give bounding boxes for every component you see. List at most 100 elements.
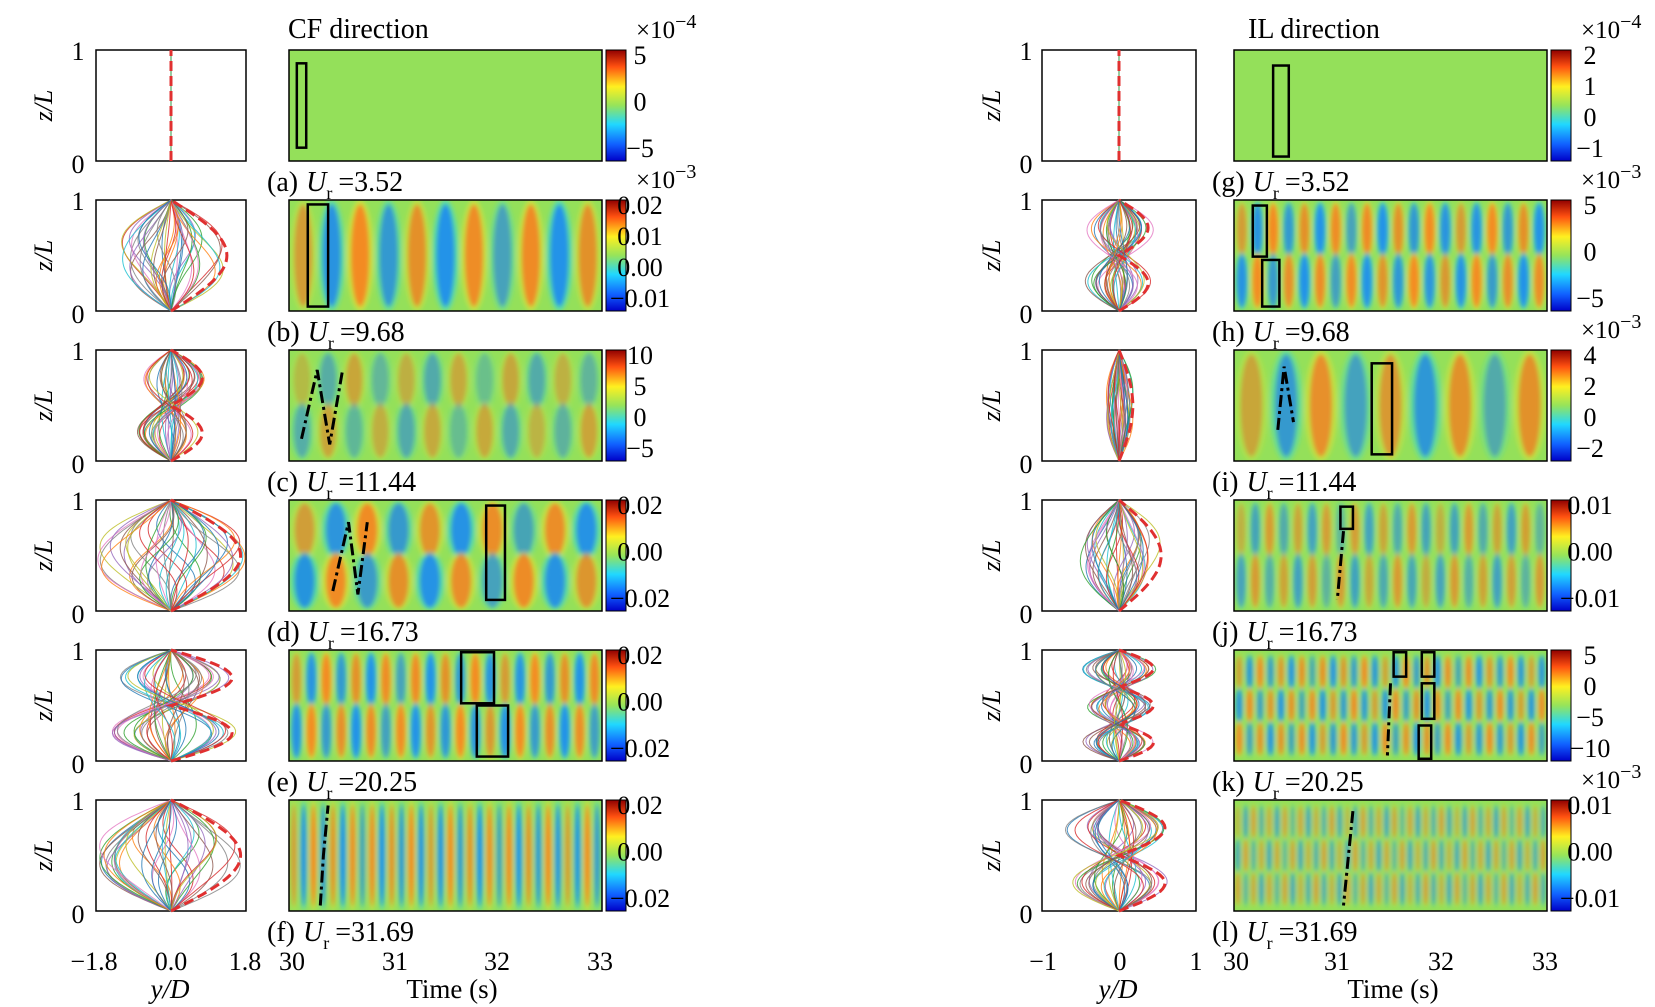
colorbar-tick: 0.01 [1567,791,1613,820]
ytick-zero: 0 [72,450,85,479]
colorbar-tick: −5 [1576,703,1604,732]
colorbar-tick: −5 [626,134,654,163]
colorbar-tick: 0.00 [617,688,663,717]
colorbar-tick: −0.02 [610,734,670,763]
cf-direction-title: CF direction [288,14,429,45]
annotation-marks [1342,810,1355,906]
response-heatmap [288,349,603,462]
annotation-marks [306,203,330,308]
z-over-l-axis-label: z/L [977,690,1006,723]
colorbar-tick: 0.00 [617,253,663,282]
response-heatmap [1233,349,1548,462]
response-heatmap [1233,799,1548,912]
colorbar-tick: 0 [634,88,647,117]
left-panel-row-3: z/L 1 0 0.02 0.00 −0.02 (d) Ur =16.73 [29,487,670,653]
ytick-one: 1 [1020,187,1033,216]
right-time-xtick-31: 31 [1324,947,1350,976]
mode-shape-profile [95,348,247,463]
colorbar-tick: 5 [634,372,647,401]
colorbar-tick: 0.00 [1567,838,1613,867]
colorbar-exponent: ×10−4 [636,11,696,44]
colorbar-tick: 0.00 [617,538,663,567]
response-heatmap [288,49,603,162]
colorbar-tick: −2 [1576,434,1604,463]
response-heatmap [288,499,603,612]
colorbar-tick: 5 [1584,641,1597,670]
colorbar: 0.01 0.00 −0.01 [1550,791,1620,913]
ytick-one: 1 [72,787,85,816]
colorbar-tick: 2 [1584,372,1597,401]
left-time-xtick-33: 33 [587,947,613,976]
colorbar-tick: 1 [1584,72,1597,101]
mode-shape-profile [95,798,247,913]
left-time-xtick-31: 31 [382,947,408,976]
colorbar-exponent: ×10−3 [1581,311,1641,344]
ytick-zero: 0 [1020,900,1033,929]
colorbar-tick: 0 [1584,403,1597,432]
ytick-zero: 0 [1020,150,1033,179]
colorbar-tick: 0.00 [1567,538,1613,567]
ytick-one: 1 [1020,337,1033,366]
panel-caption: (c) Ur =11.44 [267,467,416,503]
ytick-zero: 0 [72,150,85,179]
colorbar-tick: −0.02 [610,884,670,913]
response-heatmap [1233,49,1548,162]
ytick-one: 1 [72,637,85,666]
annotation-marks [331,504,507,602]
colorbar-tick: 10 [627,341,653,370]
left-profile-xtick-pos: 1.8 [229,947,262,976]
mode-shape-profile [1041,648,1197,763]
colorbar-tick: 0 [1584,103,1597,132]
panel-caption: (i) Ur =11.44 [1212,467,1356,503]
right-profile-xtick-pos: 1 [1190,947,1203,976]
colorbar-tick: 0.00 [617,838,663,867]
z-over-l-axis-label: z/L [977,840,1006,873]
colorbar-exponent: ×10−3 [1581,161,1641,194]
panel-caption: (k) Ur =20.25 [1212,767,1364,803]
colorbar-tick: 2 [1584,41,1597,70]
left-profile-xlabel: y/D [148,974,190,1004]
colorbar-tick: 0.01 [1567,491,1613,520]
ytick-one: 1 [1020,487,1033,516]
left-bottom-axis: −1.8 0.0 1.8 y/D 30 31 32 33 Time (s) [70,947,613,1004]
panel-caption: (e) Ur =20.25 [267,767,417,803]
left-time-xlabel: Time (s) [406,974,497,1004]
colorbar: 0.01 0.00 −0.01 [1550,491,1620,613]
colorbar-tick: 0 [1584,238,1597,267]
right-panel-row-3: z/L 1 0 0.01 0.00 −0.01 (j) Ur =16.73 [977,487,1620,653]
z-over-l-axis-label: z/L [29,540,58,573]
z-over-l-axis-label: z/L [977,390,1006,423]
annotation-marks [1385,650,1436,761]
left-profile-xtick-neg: −1.8 [70,947,117,976]
response-heatmap [288,649,603,762]
colorbar: 0.020.010.00−0.01 [605,191,670,313]
colorbar-tick: 4 [1584,341,1597,370]
left-panel-row-4: z/L 1 0 0.02 0.00 −0.02 (e) Ur =20.25 [29,637,670,803]
mode-shape-profile [1041,798,1197,913]
colorbar-tick: −5 [626,434,654,463]
ytick-zero: 0 [1020,300,1033,329]
z-over-l-axis-label: z/L [977,540,1006,573]
z-over-l-axis-label: z/L [29,90,58,123]
ytick-zero: 0 [72,750,85,779]
il-direction-title: IL direction [1248,14,1380,45]
mode-shape-profile [95,498,247,613]
response-heatmap [288,799,603,912]
panel-caption: (f) Ur =31.69 [267,917,414,953]
response-heatmap [1233,499,1548,612]
ytick-zero: 0 [72,900,85,929]
z-over-l-axis-label: z/L [977,240,1006,273]
colorbar-exponent: ×10−4 [1581,11,1641,44]
mode-shape-profile [1041,498,1197,613]
panel-caption: (h) Ur =9.68 [1212,317,1350,353]
colorbar-tick: 5 [1584,191,1597,220]
colorbar-tick: −5 [1576,284,1604,313]
panel-caption: (l) Ur =31.69 [1212,917,1357,953]
ytick-zero: 0 [1020,750,1033,779]
colorbar-tick: −10 [1570,734,1611,763]
colorbar-tick: −1 [1576,134,1604,163]
